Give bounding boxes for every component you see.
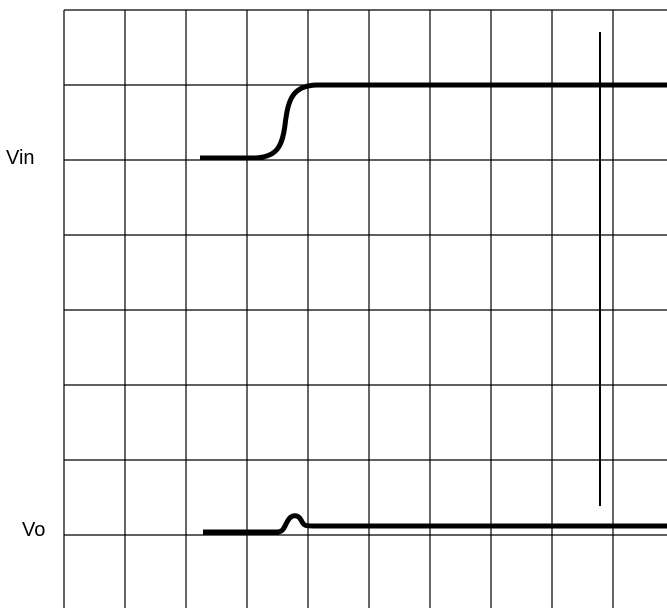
vo-label: Vo bbox=[22, 519, 46, 541]
graticule-grid bbox=[63, 9, 667, 608]
vin-label: Vin bbox=[6, 147, 35, 169]
vin-trace bbox=[200, 82, 667, 161]
vo-trace bbox=[203, 513, 667, 535]
